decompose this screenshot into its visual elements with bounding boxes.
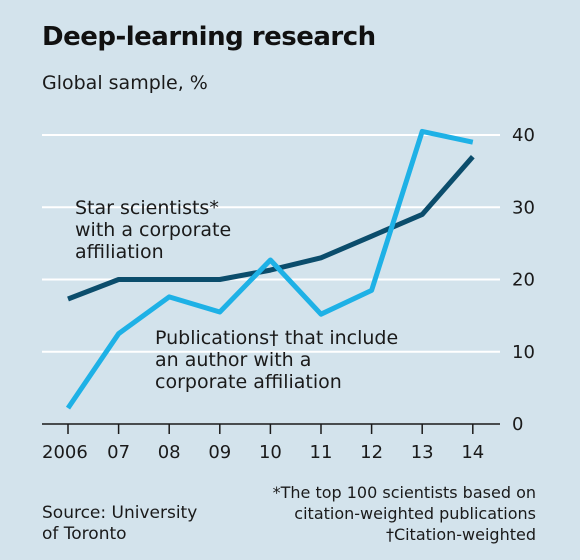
source-line: of Toronto [42, 524, 127, 544]
footnote-line: *The top 100 scientists based on [272, 483, 536, 502]
x-tick-label: 09 [208, 442, 231, 463]
series-label-line: an author with a [155, 349, 311, 371]
x-axis-ticks: 2006 07 08 09 10 11 12 13 14 [42, 424, 484, 463]
x-tick-label: 14 [461, 442, 484, 463]
series-label-line: affiliation [75, 241, 164, 263]
x-tick-label: 08 [158, 442, 181, 463]
source-line: Source: University [42, 503, 198, 523]
series-line-publications [65, 128, 474, 410]
chart-subtitle: Global sample, % [42, 72, 208, 94]
chart-title: Deep-learning research [42, 22, 376, 52]
series-label-line: corporate affiliation [155, 371, 342, 393]
x-tick-label: 11 [310, 442, 333, 463]
y-tick-label: 30 [512, 197, 535, 218]
y-tick-label: 0 [512, 414, 523, 435]
x-tick-label: 07 [107, 442, 130, 463]
y-tick-label: 10 [512, 342, 535, 363]
y-axis-ticks: 0 10 20 30 40 [512, 125, 535, 435]
footnotes: *The top 100 scientists based on citatio… [273, 482, 536, 545]
source-note: Source: University of Toronto [42, 503, 197, 545]
series-lines [65, 128, 475, 410]
y-tick-label: 20 [512, 270, 535, 291]
series-labels: Star scientists*with a corporateaffiliat… [75, 197, 398, 393]
footnote-line: †Citation-weighted [385, 525, 536, 544]
series-label-line: Star scientists* [75, 197, 219, 219]
x-tick-label: 13 [411, 442, 434, 463]
x-tick-label: 12 [360, 442, 383, 463]
x-tick-label: 2006 [42, 442, 88, 463]
footnote-line: citation-weighted publications [294, 504, 536, 523]
series-label-line: Publications† that include [155, 327, 398, 349]
x-tick-label: 10 [259, 442, 282, 463]
y-tick-label: 40 [512, 125, 535, 146]
series-line-star-scientists [67, 155, 475, 302]
series-label-line: with a corporate [75, 219, 231, 241]
